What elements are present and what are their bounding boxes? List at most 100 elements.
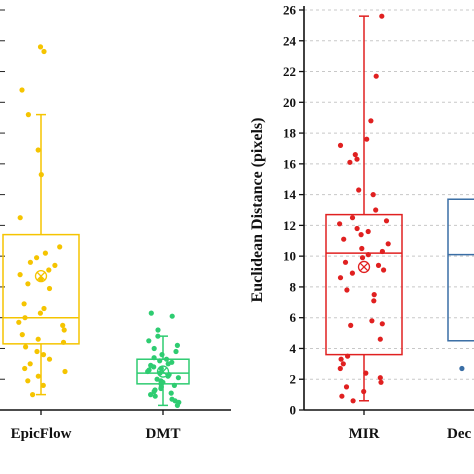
y-tick-label: 20 <box>283 95 296 110</box>
epicflow-data-point <box>60 322 66 328</box>
epicflow-data-point <box>61 327 67 333</box>
mir-data-point <box>352 152 358 158</box>
epicflow-data-point <box>41 48 47 55</box>
dmt-data-point <box>146 338 152 344</box>
mir-data-point <box>373 207 379 213</box>
mir-data-point <box>337 275 344 281</box>
dmt-data-point <box>174 342 180 348</box>
dec-data-point <box>459 365 465 372</box>
mir-data-point <box>342 259 349 265</box>
epicflow-data-point <box>19 332 25 338</box>
dmt-data-point <box>165 361 171 367</box>
mir-data-point <box>359 245 365 252</box>
category-label: EpicFlow <box>11 426 72 442</box>
epicflow-data-point <box>27 259 33 265</box>
epicflow-data-point <box>34 255 40 261</box>
dmt-data-point <box>163 356 170 362</box>
y-tick-label: 4 <box>290 341 297 356</box>
epicflow-data-point <box>38 172 44 178</box>
dmt-data-point <box>152 393 158 399</box>
epicflow-data-point <box>22 365 28 372</box>
epicflow-data-point <box>42 250 49 256</box>
category-label: MIR <box>349 426 380 442</box>
mir-data-point <box>371 292 377 298</box>
epicflow-data-point <box>52 262 58 268</box>
dmt-data-point <box>155 327 161 333</box>
epicflow-data-point <box>35 373 41 379</box>
dec-box <box>447 198 474 342</box>
mir-data-point <box>385 241 391 247</box>
mir-mean-marker <box>357 260 371 274</box>
mir-data-point <box>340 361 346 367</box>
epicflow-data-point <box>25 281 31 287</box>
mir-data-point <box>337 221 343 227</box>
dmt-data-point <box>148 392 154 398</box>
y-tick-label: 18 <box>283 126 297 141</box>
mir-data-point <box>364 136 370 142</box>
mir-data-point <box>373 73 379 79</box>
mir-data-point <box>368 118 374 124</box>
dmt-data-point <box>157 358 163 364</box>
dmt-data-point <box>151 355 157 361</box>
mir-data-point <box>349 215 356 221</box>
mir-data-point <box>338 356 344 362</box>
mir-data-point <box>375 262 382 268</box>
epicflow-data-point <box>35 147 41 153</box>
mir-data-point <box>337 365 343 372</box>
mir-data-point <box>370 192 376 198</box>
epicflow-data-point <box>22 315 28 321</box>
left-panel: EpicFlow DMT <box>0 9 231 442</box>
epicflow-data-point <box>46 267 52 273</box>
y-tick-label: 2 <box>290 372 297 387</box>
mir-data-point <box>365 252 371 258</box>
y-axis-title: Euclidean Distance (pixels) <box>249 118 266 303</box>
dmt-data-point <box>148 310 154 316</box>
mir-data-point <box>358 232 364 238</box>
mir-data-point <box>350 398 356 404</box>
y-tick-label: 24 <box>283 33 297 48</box>
category-label: DMT <box>146 426 181 442</box>
dmt-data-point <box>169 313 175 319</box>
epicflow-data-point <box>57 244 63 250</box>
mir-data-point <box>369 318 375 324</box>
dmt-data-point <box>151 345 157 352</box>
y-tick-label: 16 <box>283 156 297 171</box>
epicflow-data-point <box>37 44 44 50</box>
mir-data-point <box>379 248 385 255</box>
mir-data-point <box>377 375 383 381</box>
mir-data-point <box>337 142 344 148</box>
epicflow-data-point <box>46 356 53 362</box>
epicflow-data-point <box>40 352 47 358</box>
mir-data-point <box>339 393 345 399</box>
epicflow-data-point <box>40 382 46 388</box>
dmt-data-point <box>155 333 161 339</box>
epicflow-data-point <box>60 339 67 345</box>
mir-data-point <box>347 159 353 165</box>
mir-data-point <box>341 236 347 242</box>
epicflow-data-point <box>17 272 23 278</box>
epicflow-mean-marker <box>34 270 48 283</box>
y-tick-label: 22 <box>283 64 296 79</box>
mir-data-point <box>379 13 385 19</box>
mir-data-point <box>361 388 367 395</box>
mir-data-point <box>354 225 360 232</box>
y-tick-label: 10 <box>283 249 296 264</box>
mir-data-point <box>379 321 385 327</box>
epicflow-data-point <box>46 285 53 292</box>
epicflow-data-point <box>29 392 36 398</box>
mir-data-point <box>378 379 384 385</box>
mir-data-point <box>348 322 354 328</box>
y-tick-label: 6 <box>290 310 297 325</box>
dmt-mean-marker <box>156 365 170 378</box>
dmt-data-point <box>171 382 177 388</box>
y-tick-label: 8 <box>290 279 297 294</box>
dmt-data-point <box>159 352 165 358</box>
dmt-data-point <box>168 390 174 396</box>
dmt-data-point <box>151 364 157 370</box>
mir-data-point <box>354 156 360 162</box>
y-tick-label: 26 <box>283 3 297 18</box>
epicflow-data-point <box>27 361 33 367</box>
mir-data-point <box>363 370 369 376</box>
